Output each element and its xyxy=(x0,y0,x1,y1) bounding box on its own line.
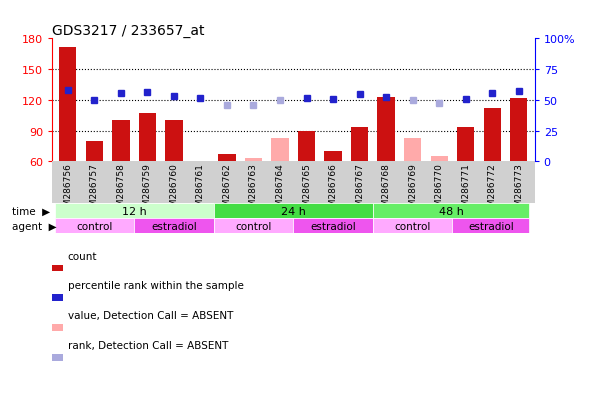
Text: GSM286766: GSM286766 xyxy=(329,163,337,218)
Bar xyxy=(54,204,214,218)
Text: 12 h: 12 h xyxy=(122,206,147,216)
Bar xyxy=(452,218,529,233)
Bar xyxy=(483,109,501,162)
Bar xyxy=(54,218,134,233)
Text: GSM286757: GSM286757 xyxy=(90,163,99,218)
Text: GSM286761: GSM286761 xyxy=(196,163,205,218)
Text: GSM286758: GSM286758 xyxy=(116,163,125,218)
Text: estradiol: estradiol xyxy=(151,221,197,231)
Text: 48 h: 48 h xyxy=(439,206,464,216)
Bar xyxy=(457,128,474,162)
Text: GSM286768: GSM286768 xyxy=(382,163,390,218)
Text: percentile rank within the sample: percentile rank within the sample xyxy=(68,281,244,291)
Text: GSM286762: GSM286762 xyxy=(222,163,232,217)
Text: control: control xyxy=(395,221,431,231)
Text: agent  ▶: agent ▶ xyxy=(12,221,57,231)
Bar xyxy=(139,114,156,162)
Text: 24 h: 24 h xyxy=(281,206,306,216)
Bar xyxy=(86,141,103,162)
Text: GSM286763: GSM286763 xyxy=(249,163,258,218)
Bar xyxy=(112,121,130,162)
Bar xyxy=(298,131,315,162)
Bar xyxy=(378,97,395,162)
Text: GSM286765: GSM286765 xyxy=(302,163,311,218)
Text: GSM286769: GSM286769 xyxy=(408,163,417,218)
Bar xyxy=(214,218,293,233)
Text: GSM286767: GSM286767 xyxy=(355,163,364,218)
Bar xyxy=(134,218,214,233)
Text: control: control xyxy=(76,221,112,231)
Text: GSM286773: GSM286773 xyxy=(514,163,523,218)
Text: GSM286764: GSM286764 xyxy=(276,163,285,217)
Bar xyxy=(351,128,368,162)
Bar xyxy=(59,47,76,162)
Text: GSM286756: GSM286756 xyxy=(64,163,72,218)
Bar xyxy=(431,157,448,162)
Text: value, Detection Call = ABSENT: value, Detection Call = ABSENT xyxy=(68,311,233,320)
Text: GDS3217 / 233657_at: GDS3217 / 233657_at xyxy=(52,24,205,38)
Text: GSM286770: GSM286770 xyxy=(434,163,444,218)
Text: estradiol: estradiol xyxy=(310,221,356,231)
Bar xyxy=(373,204,529,218)
Bar xyxy=(293,218,373,233)
Text: control: control xyxy=(235,221,272,231)
Bar xyxy=(214,204,373,218)
Bar xyxy=(271,138,288,162)
Bar xyxy=(324,152,342,162)
Bar xyxy=(218,155,236,162)
Bar xyxy=(510,99,527,162)
Text: estradiol: estradiol xyxy=(468,221,514,231)
Text: rank, Detection Call = ABSENT: rank, Detection Call = ABSENT xyxy=(68,340,228,350)
Bar xyxy=(404,138,421,162)
Bar xyxy=(166,121,183,162)
Text: GSM286772: GSM286772 xyxy=(488,163,497,217)
Bar xyxy=(245,159,262,162)
Text: GSM286759: GSM286759 xyxy=(143,163,152,218)
Text: count: count xyxy=(68,251,97,261)
Bar xyxy=(373,218,452,233)
Text: GSM286771: GSM286771 xyxy=(461,163,470,218)
Text: time  ▶: time ▶ xyxy=(12,206,50,216)
Text: GSM286760: GSM286760 xyxy=(169,163,178,218)
